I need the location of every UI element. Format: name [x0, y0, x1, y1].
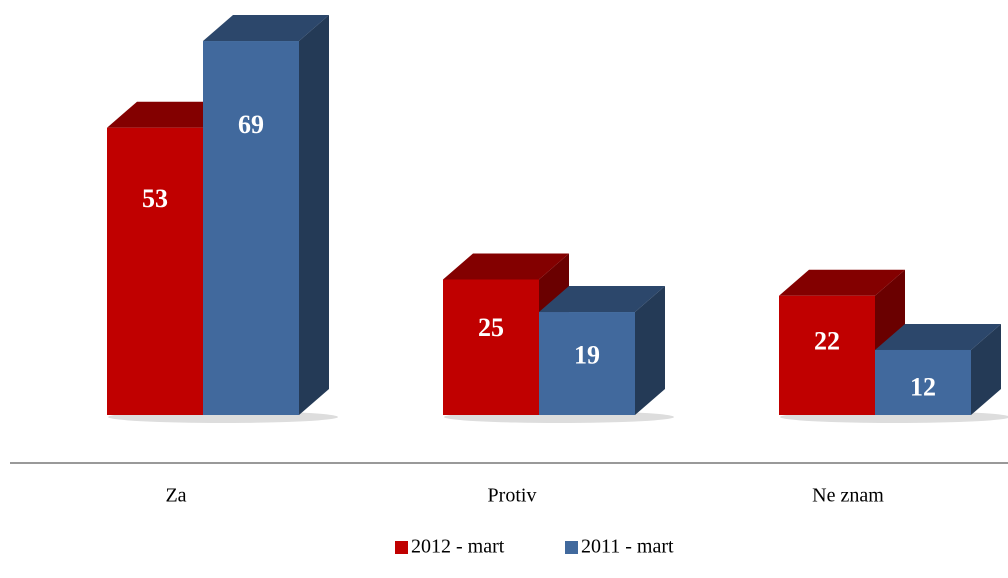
bar-top [779, 269, 905, 296]
bar-front [203, 41, 299, 416]
data-label: 53 [142, 184, 168, 213]
bar-front [443, 279, 539, 415]
data-label: 12 [910, 373, 936, 402]
bar [203, 15, 329, 416]
bar-top [875, 323, 1001, 350]
x-tick-label: Ne znam [812, 485, 884, 507]
bar-front [107, 127, 203, 416]
data-label: 19 [574, 340, 600, 369]
bar-top [443, 253, 569, 280]
bar-top [203, 15, 329, 42]
x-tick-label: Protiv [488, 485, 537, 507]
bar-side [299, 15, 329, 416]
bar [539, 286, 665, 415]
x-tick-label: Za [165, 485, 186, 507]
legend-swatch [565, 541, 578, 554]
data-label: 69 [238, 110, 264, 139]
bar-side [971, 323, 1001, 415]
legend-swatch [395, 541, 408, 554]
data-label: 25 [478, 313, 504, 342]
bar-top [539, 286, 665, 313]
legend-label: 2012 - mart [411, 536, 505, 558]
bar-front [539, 312, 635, 415]
data-label: 22 [814, 327, 840, 356]
legend-label: 2011 - mart [581, 536, 674, 558]
bar-top [107, 101, 233, 128]
bar [875, 323, 1001, 415]
bar-side [635, 286, 665, 415]
bar-front [875, 349, 971, 415]
bar-front [779, 295, 875, 415]
